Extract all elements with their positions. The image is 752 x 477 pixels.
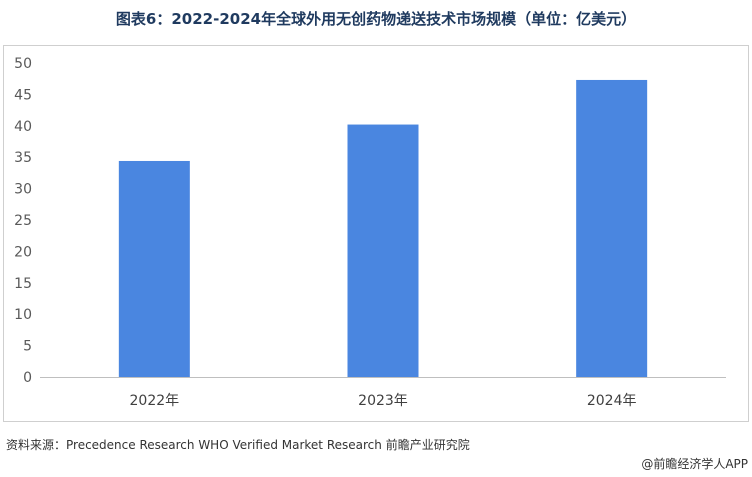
y-tick-label: 10 — [14, 307, 32, 323]
chart-frame — [3, 45, 749, 422]
y-tick-label: 15 — [14, 276, 32, 292]
bar-2 — [347, 124, 419, 377]
chart-title: 图表6：2022-2024年全球外用无创药物递送技术市场规模（单位：亿美元） — [115, 10, 637, 28]
y-tick-label: 50 — [14, 56, 32, 72]
y-tick-label: 45 — [14, 87, 32, 103]
x-tick-label: 2022年 — [130, 393, 180, 409]
y-tick-label: 30 — [14, 182, 32, 198]
brand-credit: @前瞻经济学人APP — [641, 457, 748, 471]
y-tick-label: 35 — [14, 150, 32, 166]
y-tick-label: 5 — [23, 339, 32, 355]
bar-3 — [576, 79, 648, 378]
y-tick-label: 25 — [14, 213, 32, 229]
source-note: 资料来源：Precedence Research WHO Verified Ma… — [6, 438, 470, 452]
y-axis-ticks: 0 5 10 15 20 25 30 35 40 45 50 — [14, 56, 32, 386]
y-tick-label: 20 — [14, 244, 32, 260]
y-tick-label: 0 — [23, 370, 32, 386]
x-axis-labels: 2022年 2023年 2024年 — [130, 393, 637, 409]
bars-group — [118, 79, 648, 378]
bar-1 — [118, 160, 190, 377]
x-tick-label: 2024年 — [587, 393, 637, 409]
y-tick-label: 40 — [14, 119, 32, 135]
x-tick-label: 2023年 — [358, 393, 408, 409]
